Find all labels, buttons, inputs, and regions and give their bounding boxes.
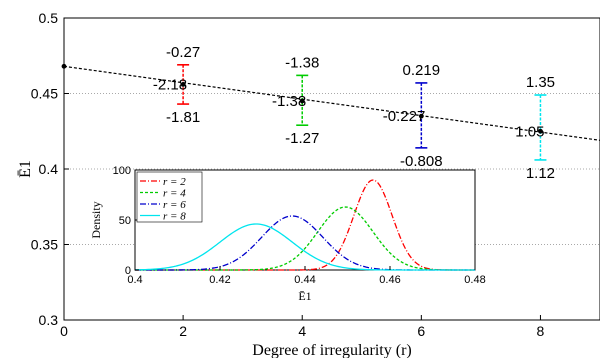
legend-label: r = 4 [163, 188, 186, 200]
inset-density-curves [134, 179, 475, 271]
y-tick-label: 0.3 [39, 312, 59, 328]
annotation-bottom: -0.808 [400, 153, 443, 170]
x-tick-label: 2 [179, 323, 187, 339]
annotation-top: -1.38 [285, 54, 319, 71]
y-tick-label: 0.45 [31, 86, 58, 102]
data-point [299, 98, 305, 104]
y-tick-label: 0.35 [31, 237, 58, 253]
annotation-top: 1.35 [526, 74, 555, 91]
annotations: -0.27 -2.18 -1.81 -1.38 -1.38 -1.27 0.219 -0.22… [153, 44, 555, 182]
annotation-top: 0.219 [403, 62, 441, 79]
annotation-mid: -0.227 [383, 108, 426, 125]
data-points [61, 63, 543, 134]
legend-box [136, 171, 203, 223]
y-tick-label: 0.4 [39, 161, 59, 177]
annotation-bottom: -1.27 [285, 130, 319, 147]
annotation-mid: -1.38 [272, 93, 306, 110]
inset-y-axis-label: Density [89, 201, 103, 238]
inset-x-tick-label: 0.42 [209, 274, 230, 286]
x-tick-label: 6 [417, 323, 425, 339]
annotation-bottom: 1.12 [526, 165, 555, 182]
data-point [418, 113, 424, 119]
legend-label: r = 2 [163, 176, 186, 188]
y-axis-label: Ē1 [17, 160, 34, 178]
legend-label: r = 8 [163, 211, 186, 223]
inset-y-axis-ticks: 0 50 100 [113, 165, 139, 277]
inset-x-tick-label: 0.46 [379, 274, 400, 286]
y-tick-label: 0.5 [39, 10, 59, 26]
trend-line [63, 65, 600, 141]
inset-x-axis-ticks: 0.4 0.42 0.44 0.46 0.48 [127, 266, 486, 286]
annotation-bottom: -1.81 [166, 109, 200, 126]
annotation-mid: -2.18 [153, 76, 187, 93]
inset-x-tick-label: 0.48 [464, 274, 485, 286]
legend-label: r = 6 [163, 199, 186, 211]
inset-y-tick-label: 50 [119, 215, 131, 227]
data-point [61, 63, 67, 69]
inset-x-axis-label: Ē1 [298, 289, 311, 303]
data-point [180, 82, 186, 87]
inset-x-tick-label: 0.44 [294, 274, 315, 286]
inset-y-tick-label: 100 [113, 165, 131, 177]
annotation-mid: 1.05 [515, 123, 544, 140]
inset-y-tick-label: 0 [125, 265, 131, 277]
density-curve [134, 223, 475, 271]
annotation-top: -0.27 [166, 44, 200, 61]
inset-legend: r = 2r = 4r = 6r = 8 [136, 171, 203, 223]
x-axis-label: Degree of irregularity (r) [252, 342, 411, 358]
inset-x-tick-label: 0.4 [127, 274, 142, 286]
y-axis-ticks: 0.3 0.35 0.4 0.45 0.5 [31, 10, 69, 328]
data-point [538, 128, 543, 134]
x-tick-label: 0 [60, 323, 68, 339]
x-tick-label: 8 [537, 323, 545, 339]
x-axis-ticks: 0 2 4 6 8 [60, 315, 545, 339]
x-tick-label: 4 [298, 323, 306, 339]
